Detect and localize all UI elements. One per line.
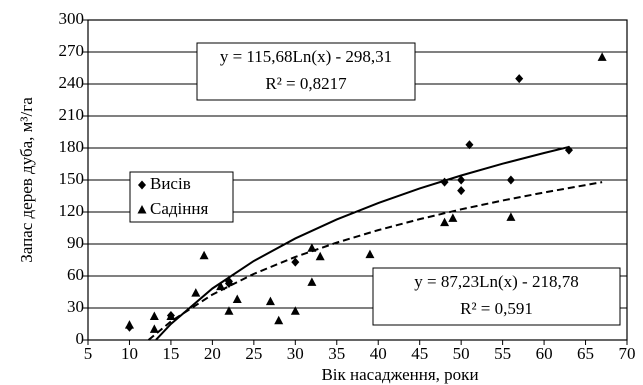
marker — [457, 175, 466, 185]
marker — [564, 145, 573, 155]
x-tick-label: 70 — [619, 344, 636, 363]
marker — [191, 288, 201, 297]
legend-label: Висів — [150, 174, 191, 193]
marker — [216, 281, 226, 291]
x-tick-label: 40 — [370, 344, 387, 363]
x-tick-label: 5 — [84, 344, 93, 363]
legend-label: Садіння — [150, 199, 208, 218]
marker — [166, 311, 176, 321]
x-axis-label: Вік насадження, роки — [321, 365, 478, 384]
y-tick-label: 240 — [59, 73, 85, 92]
y-tick-label: 150 — [59, 169, 85, 188]
y-tick-label: 60 — [67, 265, 84, 284]
y-tick-label: 270 — [59, 41, 85, 60]
marker — [199, 250, 209, 260]
marker — [307, 277, 317, 286]
marker — [597, 52, 607, 61]
y-tick-label: 180 — [59, 137, 85, 156]
x-tick-label: 35 — [328, 344, 345, 363]
x-tick-label: 15 — [162, 344, 179, 363]
marker — [465, 140, 474, 150]
marker — [440, 217, 450, 227]
marker — [232, 294, 242, 303]
y-tick-label: 300 — [59, 9, 85, 28]
plot-frame — [87, 19, 628, 341]
y-tick-label: 0 — [76, 329, 85, 348]
marker — [440, 177, 449, 187]
marker — [138, 180, 146, 190]
y-tick-label: 210 — [59, 105, 85, 124]
marker — [224, 306, 234, 315]
annotation-text: R² = 0,8217 — [265, 74, 347, 93]
marker — [137, 205, 147, 214]
annotation-box — [372, 267, 621, 326]
y-tick-label: 120 — [59, 201, 85, 220]
marker — [290, 306, 300, 315]
annotation-text: y = 115,68Ln(x) - 298,31 — [220, 47, 392, 66]
marker — [149, 311, 159, 321]
annotation-text: y = 87,23Ln(x) - 218,78 — [414, 272, 578, 291]
x-tick-label: 20 — [204, 344, 221, 363]
marker — [291, 257, 300, 267]
y-axis-label: Запас дерев дуба, м³/га — [17, 97, 36, 263]
marker — [506, 175, 515, 185]
marker — [307, 243, 317, 252]
annotation-text: R² = 0,591 — [460, 299, 533, 318]
marker — [448, 213, 458, 222]
marker — [457, 186, 466, 196]
marker — [149, 324, 159, 333]
annotation-box — [196, 42, 416, 101]
x-tick-label: 65 — [577, 344, 594, 363]
marker — [274, 315, 284, 325]
marker — [224, 276, 233, 286]
legend-box — [129, 171, 234, 223]
trendline — [147, 181, 603, 341]
x-tick-label: 45 — [411, 344, 428, 363]
marker — [515, 74, 524, 84]
x-tick-label: 50 — [453, 344, 470, 363]
marker — [124, 320, 134, 329]
marker — [365, 249, 375, 259]
x-tick-label: 60 — [536, 344, 553, 363]
x-tick-label: 10 — [121, 344, 138, 363]
marker — [265, 296, 275, 306]
x-tick-label: 30 — [287, 344, 304, 363]
trendline — [155, 145, 570, 341]
y-tick-label: 30 — [67, 297, 84, 316]
marker — [506, 212, 516, 221]
x-tick-label: 25 — [245, 344, 262, 363]
x-tick-label: 55 — [494, 344, 511, 363]
marker — [315, 251, 325, 261]
y-tick-label: 90 — [67, 233, 84, 252]
